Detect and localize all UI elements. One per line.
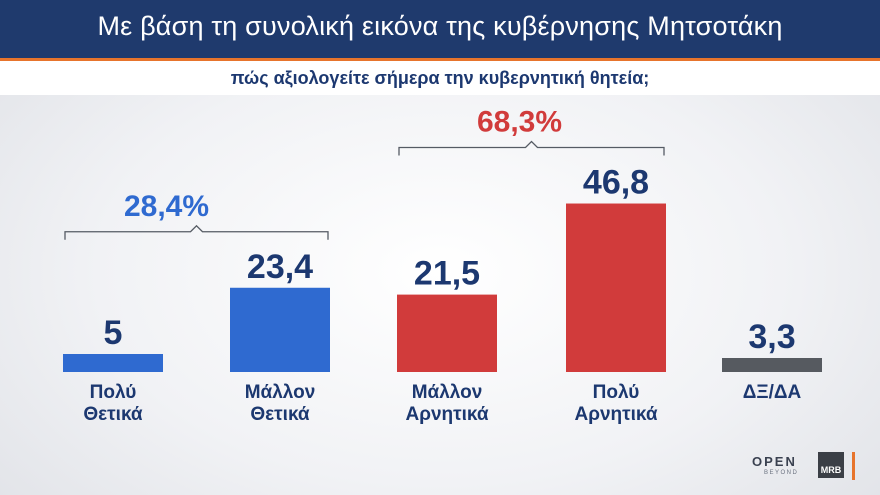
bar-value-label: 46,8 — [583, 164, 649, 202]
category-label: Μάλλον — [245, 382, 316, 403]
bar — [566, 203, 666, 372]
category-label: Μάλλον — [412, 382, 483, 403]
group-total-label: 28,4% — [124, 190, 209, 223]
page-subtitle: πώς αξιολογείτε σήμερα την κυβερνητική θ… — [230, 68, 650, 88]
category-label: Πολύ — [593, 382, 640, 403]
open-logo-subtext: BEYOND — [764, 470, 799, 476]
group-bracket — [64, 224, 329, 240]
bar — [397, 294, 497, 372]
bar — [63, 354, 163, 372]
logo-divider — [852, 452, 855, 480]
bar — [230, 287, 330, 372]
bar-value-label: 5 — [104, 314, 123, 352]
category-label: Θετικά — [250, 404, 310, 425]
category-label: Αρνητικά — [405, 404, 488, 425]
bar — [722, 358, 822, 372]
bar-value-label: 23,4 — [247, 248, 313, 286]
category-label: ΔΞ/ΔΑ — [743, 382, 802, 403]
open-logo: OPEN — [752, 454, 797, 469]
mrb-logo: MRB — [818, 452, 844, 478]
header-bar — [0, 0, 880, 61]
group-total-label: 68,3% — [477, 106, 562, 139]
category-label: Αρνητικά — [574, 404, 657, 425]
page-title: Με βάση τη συνολική εικόνα της κυβέρνηση… — [97, 11, 783, 41]
category-label: Θετικά — [83, 404, 143, 425]
group-bracket — [398, 140, 665, 156]
bar-value-label: 3,3 — [748, 318, 795, 356]
bar-value-label: 21,5 — [414, 255, 480, 293]
category-label: Πολύ — [90, 382, 137, 403]
subtitle-band — [0, 61, 880, 95]
